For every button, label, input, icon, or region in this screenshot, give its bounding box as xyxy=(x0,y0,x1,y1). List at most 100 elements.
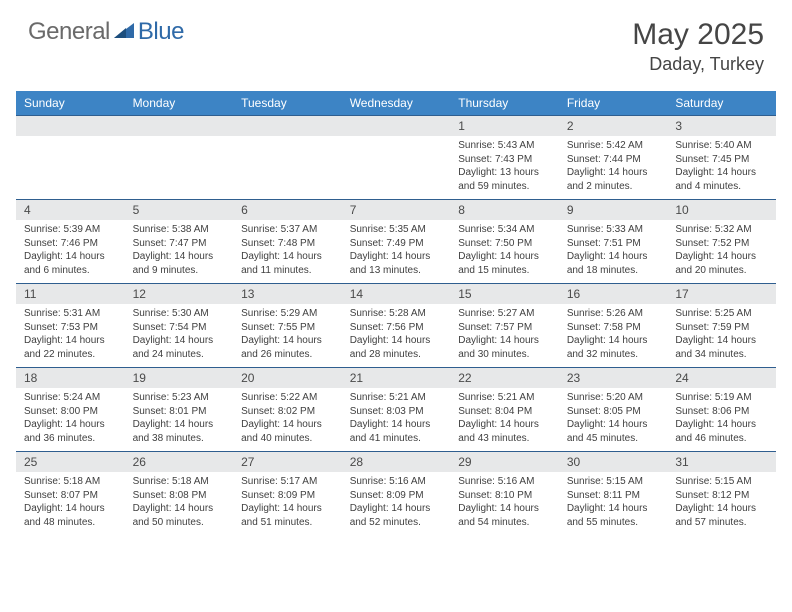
day-detail-line: Sunset: 7:58 PM xyxy=(567,321,662,335)
day-detail-line: and 36 minutes. xyxy=(24,432,119,446)
day-detail-line: and 45 minutes. xyxy=(567,432,662,446)
day-detail-line: Sunrise: 5:23 AM xyxy=(133,391,228,405)
day-detail-line: and 55 minutes. xyxy=(567,516,662,530)
day-detail-line: and 15 minutes. xyxy=(458,264,553,278)
title-month: May 2025 xyxy=(632,18,764,52)
day-detail-line: Sunset: 8:07 PM xyxy=(24,489,119,503)
day-detail-line: Daylight: 14 hours xyxy=(24,418,119,432)
day-number: 22 xyxy=(450,368,559,389)
day-detail-line: and 18 minutes. xyxy=(567,264,662,278)
day-detail-line: and 11 minutes. xyxy=(241,264,336,278)
day-detail-line: Sunrise: 5:35 AM xyxy=(350,223,445,237)
day-detail-line: Daylight: 14 hours xyxy=(675,334,770,348)
day-detail-row: Sunrise: 5:24 AMSunset: 8:00 PMDaylight:… xyxy=(16,388,776,452)
day-detail: Sunrise: 5:29 AMSunset: 7:55 PMDaylight:… xyxy=(233,304,342,368)
day-number: 12 xyxy=(125,284,234,305)
day-number: 21 xyxy=(342,368,451,389)
day-detail-line: Sunrise: 5:27 AM xyxy=(458,307,553,321)
day-number: 10 xyxy=(667,200,776,221)
day-detail-row: Sunrise: 5:43 AMSunset: 7:43 PMDaylight:… xyxy=(16,136,776,200)
day-detail: Sunrise: 5:33 AMSunset: 7:51 PMDaylight:… xyxy=(559,220,668,284)
day-detail-line: Sunset: 8:00 PM xyxy=(24,405,119,419)
weekday-header: Tuesday xyxy=(233,91,342,116)
day-detail-line: Sunset: 7:50 PM xyxy=(458,237,553,251)
day-detail-line: and 34 minutes. xyxy=(675,348,770,362)
day-detail-line: Sunrise: 5:42 AM xyxy=(567,139,662,153)
day-detail-line: and 50 minutes. xyxy=(133,516,228,530)
day-detail: Sunrise: 5:21 AMSunset: 8:04 PMDaylight:… xyxy=(450,388,559,452)
day-detail-line: Daylight: 14 hours xyxy=(350,250,445,264)
day-detail-line: Daylight: 14 hours xyxy=(567,334,662,348)
day-detail-line: Sunrise: 5:21 AM xyxy=(350,391,445,405)
day-detail-line: and 4 minutes. xyxy=(675,180,770,194)
day-detail-line: and 9 minutes. xyxy=(133,264,228,278)
day-number-row: 11121314151617 xyxy=(16,284,776,305)
day-detail-line: Daylight: 14 hours xyxy=(350,502,445,516)
page-header: General Blue May 2025 Daday, Turkey xyxy=(0,0,792,85)
day-detail-line: Daylight: 14 hours xyxy=(241,334,336,348)
day-detail-line: Sunrise: 5:24 AM xyxy=(24,391,119,405)
day-detail-line: Sunrise: 5:15 AM xyxy=(675,475,770,489)
title-block: May 2025 Daday, Turkey xyxy=(632,18,764,75)
day-number: 29 xyxy=(450,452,559,473)
day-detail-line: and 38 minutes. xyxy=(133,432,228,446)
day-detail-line: Daylight: 14 hours xyxy=(567,250,662,264)
day-detail-line: Sunset: 7:52 PM xyxy=(675,237,770,251)
day-detail-line: Daylight: 14 hours xyxy=(675,166,770,180)
day-number: 14 xyxy=(342,284,451,305)
day-detail: Sunrise: 5:23 AMSunset: 8:01 PMDaylight:… xyxy=(125,388,234,452)
day-number-row: 18192021222324 xyxy=(16,368,776,389)
weekday-header: Monday xyxy=(125,91,234,116)
day-detail: Sunrise: 5:18 AMSunset: 8:07 PMDaylight:… xyxy=(16,472,125,535)
day-detail-line: Sunrise: 5:31 AM xyxy=(24,307,119,321)
day-detail-line: and 51 minutes. xyxy=(241,516,336,530)
day-number: 4 xyxy=(16,200,125,221)
day-detail-line: Sunset: 8:09 PM xyxy=(350,489,445,503)
day-detail-line: Sunset: 7:56 PM xyxy=(350,321,445,335)
day-detail: Sunrise: 5:38 AMSunset: 7:47 PMDaylight:… xyxy=(125,220,234,284)
logo-text-b: Blue xyxy=(138,18,184,46)
weekday-header: Friday xyxy=(559,91,668,116)
title-location: Daday, Turkey xyxy=(632,54,764,75)
day-number xyxy=(233,116,342,137)
day-detail: Sunrise: 5:21 AMSunset: 8:03 PMDaylight:… xyxy=(342,388,451,452)
day-number: 19 xyxy=(125,368,234,389)
day-detail-line: Sunset: 7:46 PM xyxy=(24,237,119,251)
weekday-header-row: Sunday Monday Tuesday Wednesday Thursday… xyxy=(16,91,776,116)
day-detail-line: Daylight: 14 hours xyxy=(458,502,553,516)
day-number: 2 xyxy=(559,116,668,137)
day-detail-line: Sunset: 7:57 PM xyxy=(458,321,553,335)
day-number xyxy=(125,116,234,137)
day-detail-line: Sunrise: 5:29 AM xyxy=(241,307,336,321)
day-detail: Sunrise: 5:25 AMSunset: 7:59 PMDaylight:… xyxy=(667,304,776,368)
weekday-header: Sunday xyxy=(16,91,125,116)
day-number: 16 xyxy=(559,284,668,305)
day-detail-line: Sunrise: 5:43 AM xyxy=(458,139,553,153)
day-number: 24 xyxy=(667,368,776,389)
day-number-row: 123 xyxy=(16,116,776,137)
day-detail-line: Sunset: 7:45 PM xyxy=(675,153,770,167)
day-detail-line: and 43 minutes. xyxy=(458,432,553,446)
day-detail-line: Sunrise: 5:33 AM xyxy=(567,223,662,237)
day-detail-line: Sunrise: 5:25 AM xyxy=(675,307,770,321)
day-detail-line: Daylight: 14 hours xyxy=(675,502,770,516)
day-detail-line: and 46 minutes. xyxy=(675,432,770,446)
day-number: 27 xyxy=(233,452,342,473)
day-detail: Sunrise: 5:16 AMSunset: 8:09 PMDaylight:… xyxy=(342,472,451,535)
day-number: 30 xyxy=(559,452,668,473)
day-detail: Sunrise: 5:32 AMSunset: 7:52 PMDaylight:… xyxy=(667,220,776,284)
day-detail-line: Daylight: 14 hours xyxy=(24,502,119,516)
day-detail-line: Sunset: 7:49 PM xyxy=(350,237,445,251)
day-number: 9 xyxy=(559,200,668,221)
day-detail-line: Daylight: 14 hours xyxy=(458,418,553,432)
day-detail-row: Sunrise: 5:39 AMSunset: 7:46 PMDaylight:… xyxy=(16,220,776,284)
day-detail-line: Sunset: 7:48 PM xyxy=(241,237,336,251)
day-number: 17 xyxy=(667,284,776,305)
day-number: 28 xyxy=(342,452,451,473)
day-detail-line: Sunset: 7:51 PM xyxy=(567,237,662,251)
day-detail-line: Daylight: 14 hours xyxy=(458,334,553,348)
day-detail-line: Sunset: 7:59 PM xyxy=(675,321,770,335)
day-detail-line: Daylight: 14 hours xyxy=(567,418,662,432)
day-detail-line: Daylight: 14 hours xyxy=(241,502,336,516)
day-number: 5 xyxy=(125,200,234,221)
